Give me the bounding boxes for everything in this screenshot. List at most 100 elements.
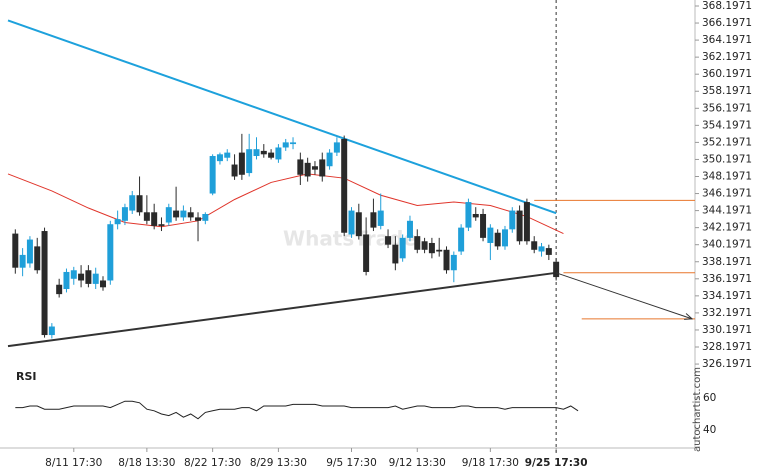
source: autochartist.com bbox=[692, 367, 703, 452]
y-tick-label: 350.1971 bbox=[702, 153, 752, 165]
y-tick-label: 60 bbox=[703, 392, 716, 404]
y-tick-label: 360.1971 bbox=[702, 68, 752, 80]
candle-body bbox=[143, 212, 150, 221]
candle-body bbox=[121, 207, 128, 221]
y-tick-label: 366.1971 bbox=[702, 17, 752, 29]
rsi-label: RSI bbox=[16, 370, 37, 383]
candle-body bbox=[399, 237, 406, 259]
candle-body bbox=[63, 271, 70, 290]
candle-body bbox=[253, 149, 260, 157]
candle-body bbox=[275, 147, 282, 160]
candle-body bbox=[326, 152, 333, 167]
candle-body bbox=[165, 207, 172, 223]
y-tick-label: 338.1971 bbox=[702, 256, 752, 268]
candle-body bbox=[494, 232, 501, 247]
candle-body bbox=[428, 242, 435, 254]
candle-body bbox=[545, 248, 552, 255]
candle-body bbox=[523, 202, 530, 242]
candle-body bbox=[173, 210, 180, 218]
candle-body bbox=[465, 202, 472, 228]
candle-body bbox=[180, 210, 187, 218]
y-tick-label: 330.1971 bbox=[702, 324, 752, 336]
candle-body bbox=[70, 270, 77, 279]
candle-body bbox=[406, 220, 413, 238]
candle-body bbox=[458, 227, 465, 252]
y-tick-label: 342.1971 bbox=[702, 222, 752, 234]
candle-body bbox=[268, 152, 275, 158]
x-tick-label: 9/12 13:30 bbox=[389, 457, 446, 469]
candle-body bbox=[385, 236, 392, 245]
y-tick-label: 340.1971 bbox=[702, 239, 752, 251]
candle-body bbox=[92, 273, 99, 284]
forecast-arrow bbox=[555, 272, 693, 320]
candle-body bbox=[85, 270, 92, 284]
y-tick-label: 346.1971 bbox=[702, 188, 752, 200]
candle-body bbox=[56, 284, 63, 295]
candle-body bbox=[531, 241, 538, 250]
candle-body bbox=[41, 231, 48, 336]
x-tick-label: 9/25 17:30 bbox=[525, 457, 588, 469]
candle-body bbox=[370, 212, 377, 228]
candle-body bbox=[48, 326, 55, 336]
candle-body bbox=[231, 164, 238, 177]
candle-body bbox=[78, 273, 85, 281]
y-tick-label: 364.1971 bbox=[702, 34, 752, 46]
candle-body bbox=[480, 213, 487, 238]
y-tick-label: 332.1971 bbox=[702, 307, 752, 319]
candle-body bbox=[100, 280, 107, 288]
trend-line bbox=[7, 271, 557, 348]
candle-body bbox=[377, 210, 384, 226]
candle-body bbox=[436, 249, 443, 252]
candle-body bbox=[19, 254, 26, 268]
y-tick-label: 362.1971 bbox=[702, 51, 752, 63]
x-tick-label: 8/22 17:30 bbox=[184, 457, 241, 469]
candle-body bbox=[107, 224, 114, 281]
candle-body bbox=[187, 212, 194, 218]
candle-body bbox=[341, 138, 348, 233]
x-tick-label: 8/29 13:30 bbox=[250, 457, 307, 469]
candle-body bbox=[553, 261, 560, 278]
candle-body bbox=[487, 227, 494, 243]
y-tick-label: 356.1971 bbox=[702, 102, 752, 114]
candle-body bbox=[450, 254, 457, 271]
candle-body bbox=[421, 241, 428, 250]
candle-body bbox=[151, 212, 158, 226]
candle-body bbox=[136, 195, 143, 213]
candle-body bbox=[363, 234, 370, 272]
candle-body bbox=[319, 159, 326, 177]
y-tick-label: 358.1971 bbox=[702, 85, 752, 97]
candle-body bbox=[290, 142, 297, 145]
candle-body bbox=[311, 166, 318, 170]
x-tick-label: 8/11 17:30 bbox=[45, 457, 102, 469]
rsi-line bbox=[15, 400, 579, 420]
candle-body bbox=[129, 195, 136, 211]
y-tick-label: 328.1971 bbox=[702, 341, 752, 353]
candle-body bbox=[26, 239, 33, 264]
candle-body bbox=[260, 150, 267, 155]
x-tick-label: 9/5 17:30 bbox=[326, 457, 377, 469]
candle-body bbox=[472, 213, 479, 218]
y-tick-label: 348.1971 bbox=[702, 170, 752, 182]
x-tick-label: 8/18 13:30 bbox=[118, 457, 175, 469]
y-tick-label: 336.1971 bbox=[702, 273, 752, 285]
candle-body bbox=[158, 224, 165, 226]
candle-body bbox=[34, 246, 41, 271]
y-tick-label: 352.1971 bbox=[702, 136, 752, 148]
candle-body bbox=[516, 210, 523, 242]
candle-body bbox=[246, 149, 253, 174]
candle-body bbox=[348, 210, 355, 235]
candle-body bbox=[333, 142, 340, 153]
candle-body bbox=[501, 229, 508, 247]
candle-body bbox=[304, 162, 311, 177]
candle-body bbox=[195, 217, 202, 221]
candle-body bbox=[224, 152, 231, 158]
y-tick-label: 368.1971 bbox=[702, 0, 752, 12]
x-tick-label: 9/18 17:30 bbox=[462, 457, 519, 469]
y-tick-label: 326.1971 bbox=[702, 358, 752, 370]
candle-body bbox=[297, 159, 304, 175]
candle-body bbox=[355, 212, 362, 237]
candle-body bbox=[216, 154, 223, 162]
candle-body bbox=[238, 152, 245, 175]
